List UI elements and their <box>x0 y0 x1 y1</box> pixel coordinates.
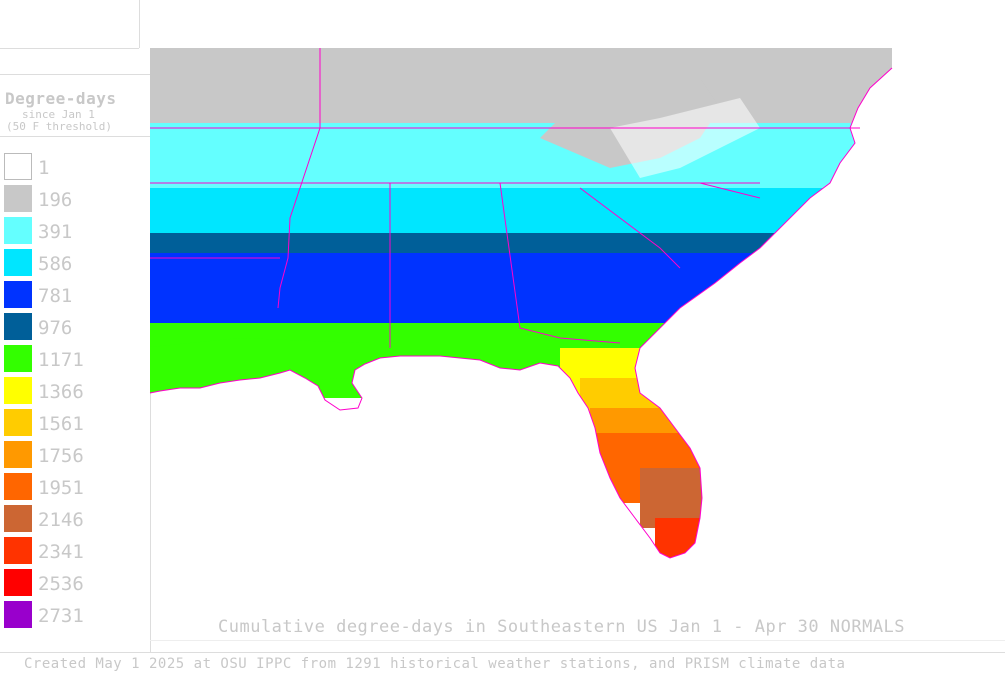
divider <box>0 48 139 49</box>
legend-label: 2731 <box>38 605 84 627</box>
legend-swatch <box>4 281 32 308</box>
legend-swatch <box>4 249 32 276</box>
divider <box>139 0 140 48</box>
legend-label: 2146 <box>38 509 84 531</box>
legend-swatch <box>4 313 32 340</box>
legend-label: 781 <box>38 285 73 307</box>
legend-swatch <box>4 153 32 180</box>
divider <box>0 652 1005 653</box>
legend-label: 1561 <box>38 413 84 435</box>
legend-swatch <box>4 409 32 436</box>
divider <box>0 136 150 137</box>
legend-swatch <box>4 537 32 564</box>
legend-swatch <box>4 441 32 468</box>
map-footer: Created May 1 2025 at OSU IPPC from 1291… <box>24 656 846 672</box>
legend-title: Degree-days <box>5 89 117 108</box>
legend-swatch <box>4 345 32 372</box>
legend-label: 976 <box>38 317 73 339</box>
legend-label: 1756 <box>38 445 84 467</box>
legend-label: 1366 <box>38 381 84 403</box>
degree-days-map <box>149 48 893 559</box>
legend-swatch <box>4 601 32 628</box>
legend-label: 2341 <box>38 541 84 563</box>
heat-bands <box>150 48 892 558</box>
legend-label: 586 <box>38 253 73 275</box>
divider <box>150 640 1005 641</box>
legend-swatch <box>4 217 32 244</box>
legend-swatch <box>4 377 32 404</box>
legend-label: 1171 <box>38 349 84 371</box>
state-borders <box>150 48 860 348</box>
legend: Degree-days since Jan 1 (50 F threshold)… <box>0 74 151 653</box>
legend-label: 1951 <box>38 477 84 499</box>
coastline <box>149 67 893 559</box>
map-caption: Cumulative degree-days in Southeastern U… <box>218 617 906 637</box>
legend-swatch <box>4 505 32 532</box>
legend-label: 1 <box>38 157 50 179</box>
legend-swatch <box>4 569 32 596</box>
legend-label: 391 <box>38 221 73 243</box>
legend-label: 196 <box>38 189 73 211</box>
legend-swatch <box>4 185 32 212</box>
legend-label: 2536 <box>38 573 84 595</box>
legend-threshold: (50 F threshold) <box>6 120 112 133</box>
legend-swatch <box>4 473 32 500</box>
legend-subtitle: since Jan 1 <box>22 108 95 121</box>
